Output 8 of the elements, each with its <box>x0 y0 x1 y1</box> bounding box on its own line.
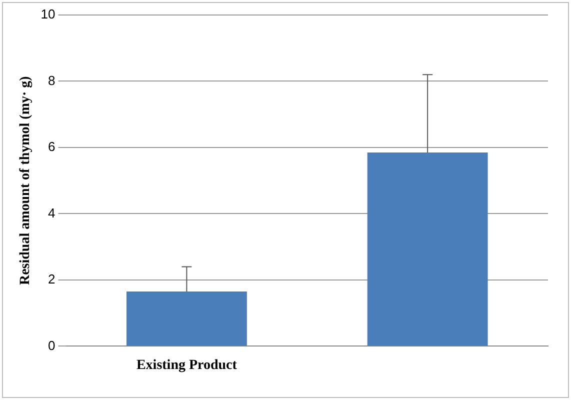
y-tick-label: 8 <box>48 72 56 88</box>
x-tick-label: Existing Product <box>136 358 238 374</box>
y-tick-label: 10 <box>40 6 56 22</box>
y-tick-label: 2 <box>48 272 56 287</box>
y-tick-label: 0 <box>48 338 56 353</box>
y-axis-title: Residual amount of thymol (my· g) <box>18 76 34 286</box>
y-tick-label: 4 <box>48 205 56 220</box>
y-tick-label: 6 <box>48 139 56 154</box>
